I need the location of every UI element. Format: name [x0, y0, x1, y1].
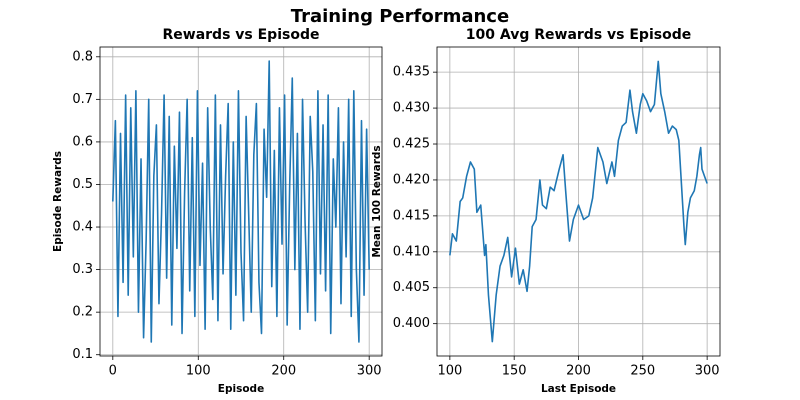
y-tick-label: 0.405 — [393, 280, 430, 295]
x-tick-label: 100 — [437, 364, 462, 379]
x-tick-label: 200 — [566, 364, 591, 379]
x-tick-label: 300 — [695, 364, 720, 379]
y-tick-label: 0.3 — [72, 262, 93, 277]
x-axis-label: Episode — [218, 383, 264, 395]
subplot-title: 100 Avg Rewards vs Episode — [466, 27, 691, 43]
y-tick-label: 0.420 — [393, 172, 430, 187]
figure-title: Training Performance — [291, 6, 509, 27]
y-tick-label: 0.5 — [72, 177, 93, 192]
x-tick-label: 200 — [271, 364, 296, 379]
y-tick-label: 0.435 — [393, 65, 430, 80]
axes-frame — [99, 46, 383, 357]
y-tick-label: 0.425 — [393, 137, 430, 152]
axes-frame — [436, 46, 721, 357]
x-tick-label: 100 — [186, 364, 211, 379]
y-tick-label: 0.410 — [393, 244, 430, 259]
x-tick-label: 300 — [357, 364, 382, 379]
data-line — [449, 60, 708, 343]
y-tick-label: 0.7 — [72, 92, 93, 107]
y-axis-label: Episode Rewards — [52, 151, 64, 252]
x-tick-label: 150 — [502, 364, 527, 379]
y-tick-label: 0.415 — [393, 208, 430, 223]
x-axis-label: Last Episode — [541, 383, 616, 395]
x-tick-label: 0 — [109, 364, 117, 379]
subplot-title: Rewards vs Episode — [163, 27, 320, 43]
y-tick-label: 0.4 — [72, 220, 93, 235]
y-tick-label: 0.6 — [72, 134, 93, 149]
y-tick-label: 0.430 — [393, 101, 430, 116]
x-tick-label: 250 — [630, 364, 655, 379]
y-tick-label: 0.400 — [393, 316, 430, 331]
y-tick-label: 0.8 — [72, 49, 93, 64]
y-tick-label: 0.2 — [72, 305, 93, 320]
y-tick-label: 0.1 — [72, 347, 93, 362]
data-line — [112, 60, 370, 343]
y-axis-label: Mean 100 Rewards — [371, 145, 383, 257]
